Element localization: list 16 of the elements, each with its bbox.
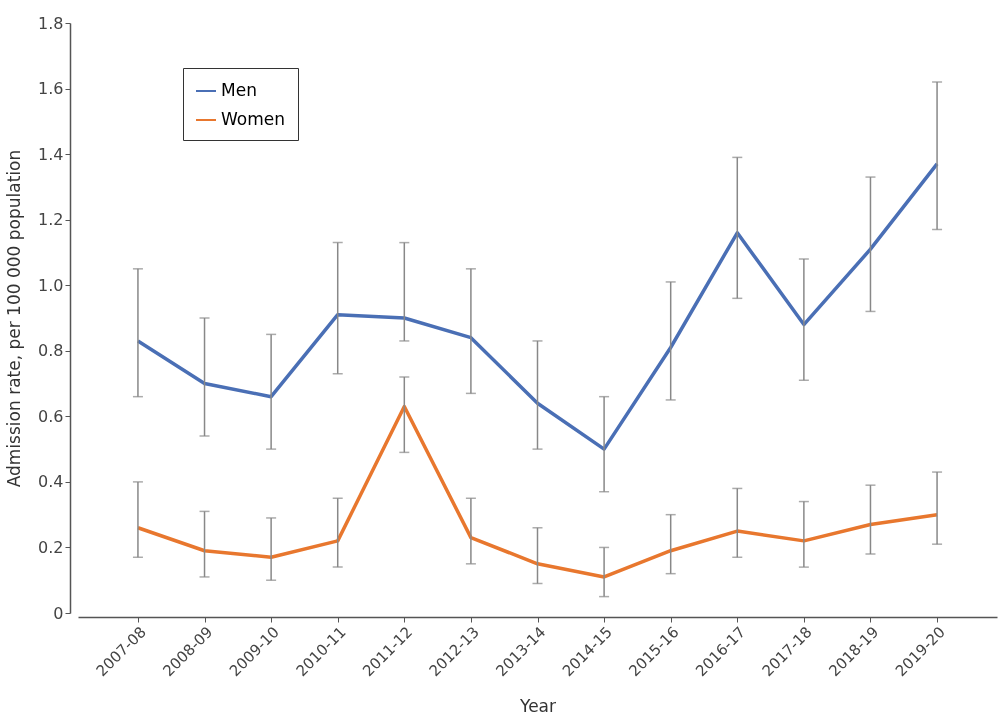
line-series bbox=[136, 404, 939, 579]
line-series bbox=[136, 162, 939, 451]
y-tick-label: 1.0 bbox=[38, 275, 64, 295]
legend-label: Men bbox=[221, 80, 257, 100]
y-tick-label: 0.4 bbox=[38, 472, 64, 492]
x-axis-title: Year bbox=[519, 696, 556, 717]
y-tick-label: 0.2 bbox=[38, 537, 64, 557]
y-tick-label: 0.8 bbox=[38, 341, 64, 361]
legend-label: Women bbox=[221, 109, 286, 129]
y-tick-label: 0 bbox=[53, 603, 64, 623]
y-tick-label: 0.6 bbox=[38, 406, 64, 426]
y-tick-label: 1.8 bbox=[38, 13, 64, 33]
y-tick-label: 1.2 bbox=[38, 210, 64, 230]
y-tick-label: 1.6 bbox=[38, 79, 64, 99]
y-tick-label: 1.4 bbox=[38, 144, 64, 164]
y-axis-title: Admission rate, per 100 000 population bbox=[4, 149, 25, 488]
